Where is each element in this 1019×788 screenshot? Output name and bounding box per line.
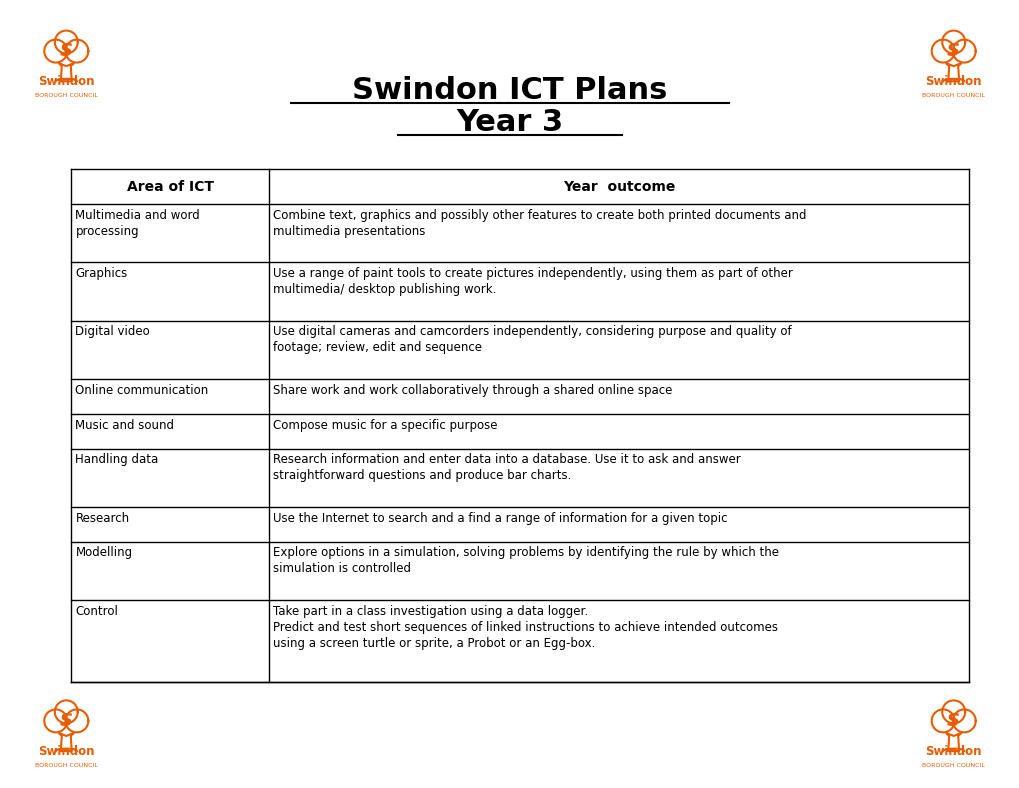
Text: Combine text, graphics and possibly other features to create both printed docume: Combine text, graphics and possibly othe… [273,209,806,238]
Text: Swindon: Swindon [38,745,95,758]
Text: Area of ICT: Area of ICT [126,180,213,194]
Text: Music and sound: Music and sound [75,418,174,432]
Text: BOROUGH COUNCIL: BOROUGH COUNCIL [921,763,984,768]
Text: Control: Control [75,604,118,618]
Text: Swindon: Swindon [924,745,981,758]
Text: Compose music for a specific purpose: Compose music for a specific purpose [273,418,497,432]
Text: Use the Internet to search and a find a range of information for a given topic: Use the Internet to search and a find a … [273,511,727,525]
Text: S: S [60,42,72,60]
Text: BOROUGH COUNCIL: BOROUGH COUNCIL [35,93,98,98]
Text: Graphics: Graphics [75,267,127,281]
Text: Use a range of paint tools to create pictures independently, using them as part : Use a range of paint tools to create pic… [273,267,792,296]
Text: Use digital cameras and camcorders independently, considering purpose and qualit: Use digital cameras and camcorders indep… [273,325,791,355]
Text: Swindon: Swindon [38,76,95,88]
Text: S: S [947,712,959,730]
Text: Explore options in a simulation, solving problems by identifying the rule by whi: Explore options in a simulation, solving… [273,546,779,575]
Text: Year  outcome: Year outcome [562,180,675,194]
Text: S: S [947,42,959,60]
Text: Research: Research [75,511,129,525]
Text: Online communication: Online communication [75,384,209,396]
Text: Multimedia and word
processing: Multimedia and word processing [75,209,200,238]
Text: BOROUGH COUNCIL: BOROUGH COUNCIL [35,763,98,768]
Text: Share work and work collaboratively through a shared online space: Share work and work collaboratively thro… [273,384,672,396]
Text: BOROUGH COUNCIL: BOROUGH COUNCIL [921,93,984,98]
Text: Swindon: Swindon [924,76,981,88]
Text: S: S [60,712,72,730]
Text: Handling data: Handling data [75,453,159,466]
Text: Take part in a class investigation using a data logger.
Predict and test short s: Take part in a class investigation using… [273,604,777,649]
Text: Swindon ICT Plans: Swindon ICT Plans [352,76,667,105]
Text: Year 3: Year 3 [455,108,564,136]
Text: Digital video: Digital video [75,325,150,339]
Text: Research information and enter data into a database. Use it to ask and answer
st: Research information and enter data into… [273,453,740,482]
Text: Modelling: Modelling [75,546,132,559]
